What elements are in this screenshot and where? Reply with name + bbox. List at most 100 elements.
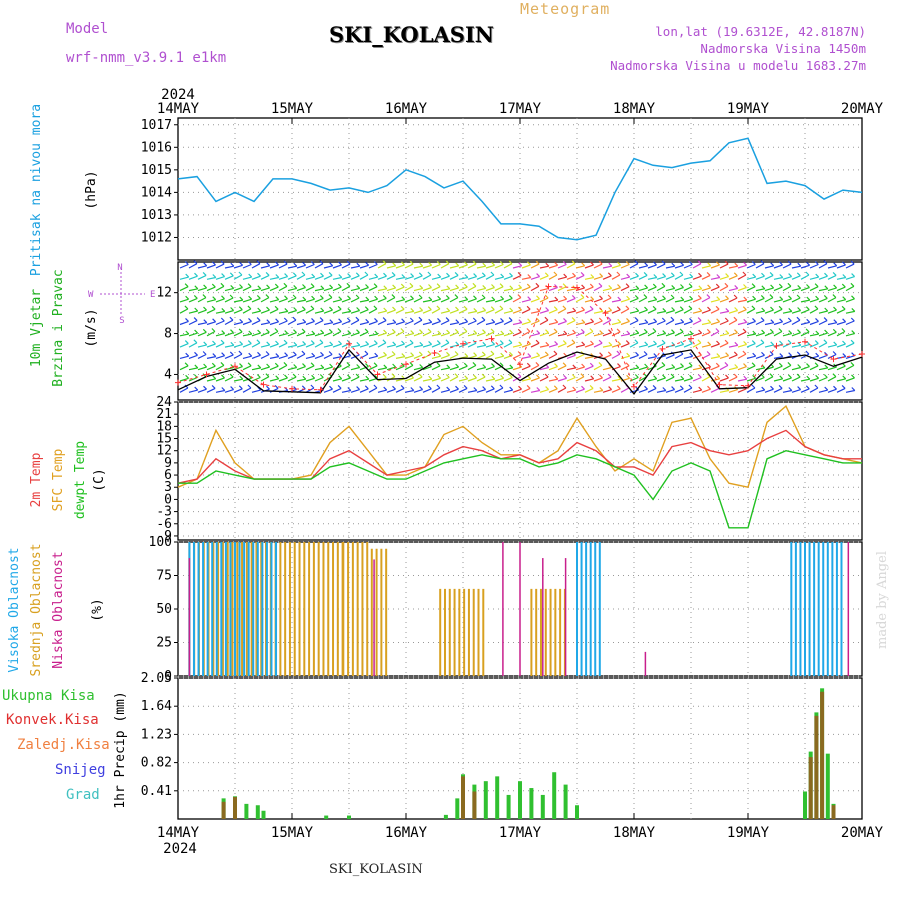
wind-barb-flag: [392, 341, 397, 346]
wind-barb-flag: [563, 317, 567, 322]
wind-barb: [224, 354, 234, 359]
wind-barb-flag: [508, 317, 513, 322]
wind-barb: [422, 388, 432, 393]
wind-barb: [647, 330, 657, 337]
wind-barb-flag: [616, 306, 621, 311]
wind-barb: [827, 322, 837, 326]
wind-barb-flag: [824, 285, 829, 290]
wind-barb-flag: [346, 260, 351, 265]
wind-barb: [557, 387, 567, 393]
wind-barb: [287, 275, 297, 280]
wind-barb: [305, 320, 315, 326]
wind-barb: [251, 376, 261, 382]
wind-barb: [710, 308, 720, 314]
wind-barb-flag: [554, 363, 558, 368]
wind-barb: [800, 309, 810, 314]
wind-barb-flag: [347, 295, 351, 300]
wind-gust-marker: [431, 349, 438, 356]
wind-barb-flag: [302, 318, 307, 323]
wind-barb-flag: [752, 273, 757, 278]
wind-barb: [539, 354, 549, 359]
precip-total-bar: [495, 776, 500, 819]
wind-barb: [359, 264, 369, 269]
wind-barb: [530, 364, 540, 371]
wind-barb: [314, 275, 324, 280]
wind-barb: [350, 297, 360, 303]
wind-barb-flag: [787, 282, 792, 287]
wind-barb-flag: [851, 307, 856, 312]
wind-barb-flag: [517, 328, 522, 333]
wind-barb-flag: [616, 350, 621, 355]
wind-barb-flag: [310, 261, 315, 265]
wind-barb: [314, 320, 324, 326]
wind-barb: [242, 333, 252, 337]
wind-barb-flag: [283, 260, 288, 265]
wind-barb: [701, 376, 711, 382]
wind-barb-flag: [581, 262, 586, 267]
model-label: Model: [66, 21, 109, 37]
wind-barb-flag: [401, 296, 406, 301]
wind-barb-flag: [823, 260, 828, 265]
wind-barb: [746, 276, 756, 280]
wind-barb-flag: [562, 283, 567, 288]
wind-barb: [377, 320, 387, 326]
wind-barb-flag: [580, 294, 585, 299]
wind-barb: [683, 365, 693, 371]
wind-barb: [611, 343, 621, 348]
wind-barb: [521, 299, 531, 303]
wind-barb-flag: [247, 340, 252, 345]
wind-barb-flag: [193, 260, 198, 265]
wind-barb-flag: [427, 328, 432, 333]
wind-barb: [503, 342, 513, 348]
wind-barb: [314, 367, 324, 371]
wind-barb-flag: [662, 295, 666, 300]
wind-barb-flag: [221, 374, 225, 379]
wind-barb: [215, 377, 225, 382]
wind-gust-marker: [574, 284, 580, 291]
wind-barb: [710, 264, 720, 269]
wind-barb: [773, 330, 783, 337]
wind-barb-flag: [248, 317, 252, 322]
wind-barb-flag: [707, 385, 711, 390]
wind-barb: [179, 308, 189, 314]
wind-barb: [701, 344, 711, 348]
wind-barb: [683, 263, 693, 269]
wind-barb-flag: [599, 374, 603, 379]
wind-barb-flag: [392, 319, 397, 324]
wind-barb-flag: [283, 361, 288, 366]
wind-barb-flag: [652, 305, 657, 310]
wind-barb-flag: [211, 305, 216, 310]
wind-barb: [800, 331, 810, 337]
wind-barb: [278, 285, 288, 292]
wind-barb-flag: [347, 273, 352, 278]
wind-barb: [827, 297, 837, 303]
wind-barb-flag: [526, 305, 531, 310]
wind-barb-flag: [482, 329, 486, 334]
wind-barb: [467, 377, 477, 382]
wind-barb: [341, 285, 351, 292]
wind-barb-flag: [752, 295, 757, 300]
wind-gust-marker: [688, 335, 694, 342]
wind-barb-flag: [806, 318, 811, 323]
wind-barb: [206, 378, 216, 382]
wind-barb: [656, 263, 666, 269]
wind-barb: [692, 288, 702, 292]
wind-barb: [638, 344, 648, 348]
wind-barb: [674, 331, 684, 337]
wind-barb: [566, 320, 576, 326]
wind-barb: [728, 344, 738, 348]
wind-barb-flag: [500, 330, 505, 335]
wind-barb: [395, 387, 405, 393]
wind-barb: [737, 388, 747, 393]
wind-barb: [485, 274, 495, 280]
wind-barb: [764, 274, 774, 280]
wind-barb-flag: [409, 317, 414, 322]
wind-barb-flag: [562, 261, 567, 265]
wind-barb: [539, 389, 549, 393]
wind-barb-flag: [238, 271, 243, 276]
wind-barb: [548, 378, 558, 382]
wind-barb: [539, 319, 549, 326]
wind-barb-flag: [202, 294, 207, 299]
wind-barb-flag: [257, 307, 262, 312]
wind-barb-flag: [553, 328, 558, 333]
